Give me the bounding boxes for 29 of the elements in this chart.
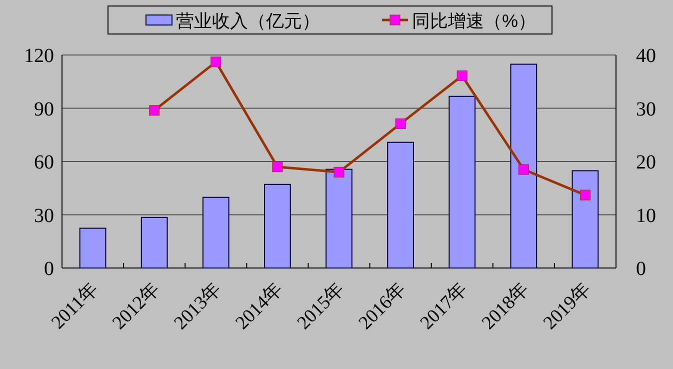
- point: [149, 105, 160, 116]
- point: [456, 70, 468, 82]
- y2-tick-label: 20: [636, 152, 656, 174]
- y-tick-label: 30: [34, 204, 54, 227]
- point: [334, 166, 344, 178]
- point: [518, 164, 529, 175]
- bar: [387, 142, 414, 268]
- y2-tick-label: 10: [636, 204, 656, 227]
- bar: [572, 170, 599, 268]
- point: [395, 118, 406, 129]
- y-tick-label: 0: [44, 258, 54, 280]
- bar: [79, 228, 106, 268]
- y2-tick-label: 30: [636, 98, 656, 120]
- bar: [510, 64, 538, 268]
- bar: [264, 184, 291, 268]
- legend-label: 同比增速（%）: [412, 11, 536, 31]
- y2-tick-label: 40: [636, 45, 656, 67]
- y2-tick-label: 0: [636, 258, 646, 280]
- bar: [448, 96, 476, 268]
- legend-label: 营业收入（亿元）: [176, 11, 320, 31]
- y-tick-label: 60: [34, 152, 54, 174]
- point: [272, 162, 283, 172]
- y-tick-label: 90: [34, 98, 54, 120]
- bar: [326, 168, 352, 268]
- bar: [140, 216, 168, 268]
- point: [210, 56, 222, 68]
- bar: [202, 196, 230, 268]
- point: [580, 190, 590, 200]
- y-tick-label: 120: [24, 45, 54, 67]
